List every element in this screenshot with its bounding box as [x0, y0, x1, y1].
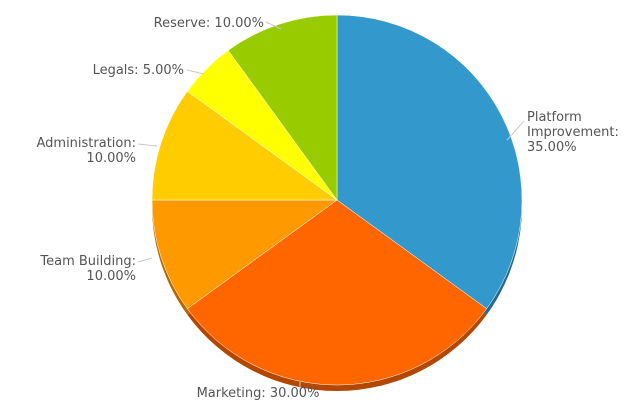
leader-line-platform-improvement — [506, 120, 525, 141]
slice-team-building[interactable] — [151, 199, 338, 310]
slice-label-platform-improvement: Platform Improvement: 35.00% — [527, 110, 619, 155]
slice-label-team-building: Team Building: 10.00% — [39, 254, 136, 284]
slice-label-legals: Legals: 5.00% — [93, 63, 184, 78]
slice-labels: Platform Improvement: 35.00% Marketing: 30.… — [36, 16, 618, 401]
leader-line-legals — [186, 69, 205, 75]
slice-reserve[interactable] — [227, 14, 338, 201]
slice-label-reserve: Reserve: 10.00% — [154, 16, 264, 31]
slice-platform-improvement[interactable] — [336, 14, 523, 310]
leader-line-administration — [137, 143, 158, 147]
leader-line-reserve — [265, 21, 282, 30]
leader-lines — [137, 21, 525, 392]
slice-administration[interactable] — [151, 90, 338, 201]
slice-marketing[interactable] — [186, 199, 488, 386]
pie-slices — [151, 14, 523, 386]
leader-line-team-building — [137, 257, 153, 263]
slice-label-administration: Administration: 10.00% — [36, 136, 136, 166]
slice-label-marketing: Marketing: 30.00% — [197, 386, 320, 401]
